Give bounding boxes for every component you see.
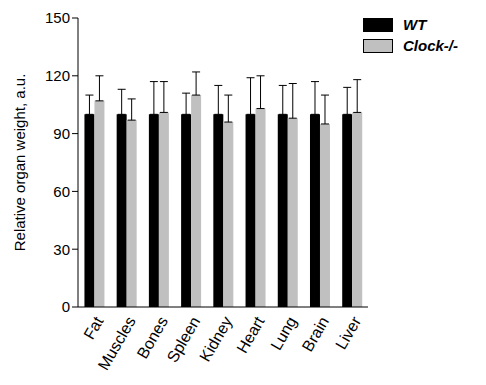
svg-text:Muscles: Muscles: [95, 314, 139, 373]
svg-text:120: 120: [45, 67, 70, 84]
svg-text:Bones: Bones: [133, 313, 171, 362]
svg-text:Liver: Liver: [332, 313, 364, 352]
svg-text:Kidney: Kidney: [196, 314, 235, 365]
svg-text:Fat: Fat: [80, 313, 107, 342]
svg-text:0: 0: [62, 298, 70, 315]
svg-text:Brain: Brain: [299, 314, 332, 355]
svg-text:Heart: Heart: [233, 313, 268, 356]
svg-text:Spleen: Spleen: [163, 313, 204, 366]
svg-text:30: 30: [53, 241, 70, 258]
svg-text:90: 90: [53, 125, 70, 142]
svg-text:Relative organ weight, a.u.: Relative organ weight, a.u.: [11, 74, 28, 252]
svg-text:60: 60: [53, 183, 70, 200]
svg-text:Lung: Lung: [267, 314, 300, 353]
html-text:WT: WT: [403, 16, 427, 33]
html-text:Clock-/-: Clock-/-: [403, 37, 458, 54]
svg-text:150: 150: [45, 9, 70, 26]
